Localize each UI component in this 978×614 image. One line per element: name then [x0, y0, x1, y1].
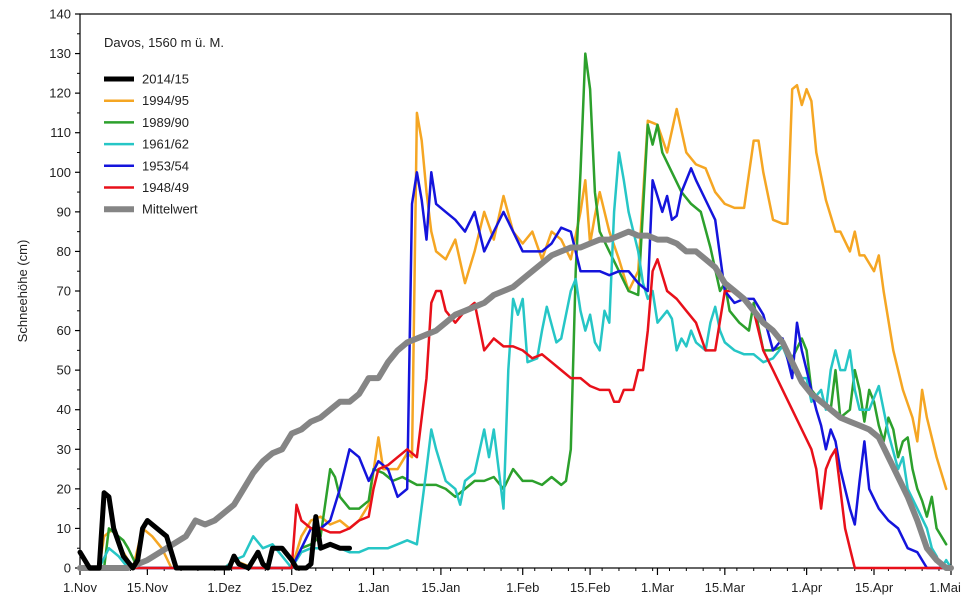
series-line-1994-95 [78, 83, 948, 570]
x-tick-label: 1.Feb [506, 580, 539, 595]
x-tick-label: 1.Dez [207, 580, 241, 595]
legend-label: 1989/90 [142, 115, 189, 130]
x-axis: 1.Nov 15.Nov 1.Dez 15.Dez 1.Jan 15.Jan 1.Feb 15… [63, 568, 961, 595]
x-tick-label: 1.Mar [641, 580, 675, 595]
series-line-2014-15 [77, 490, 352, 571]
series-line-1948-49 [78, 258, 953, 570]
y-tick-label: 110 [50, 125, 71, 140]
legend-label: 1961/62 [142, 137, 189, 152]
x-tick-label: 15.Nov [127, 580, 169, 595]
y-tick-label: 10 [57, 521, 71, 536]
y-tick-label: 60 [57, 323, 71, 338]
legend-label: 2014/15 [142, 72, 189, 87]
x-tick-label: 15.Feb [570, 580, 610, 595]
y-tick-label: 30 [57, 442, 71, 457]
y-tick-label: 90 [57, 204, 71, 219]
legend-label: Mittelwert [142, 202, 198, 217]
x-tick-label: 15.Mar [705, 580, 746, 595]
y-tick-label: 140 [49, 7, 71, 22]
y-axis-label: Schneehöhe (cm) [15, 240, 30, 343]
y-tick-label: 0 [64, 561, 71, 576]
series-line-1989-90 [78, 52, 948, 570]
x-tick-label: 15.Jan [421, 580, 460, 595]
x-tick-label: 1.Jan [358, 580, 390, 595]
series-line-mittelwert [77, 228, 954, 571]
y-tick-label: 120 [49, 86, 71, 101]
series-line-1961-62 [78, 151, 953, 570]
y-tick-label: 100 [49, 165, 71, 180]
y-axis: 0 10 20 30 40 50 60 70 80 90 100 110 120 130 140 [49, 7, 80, 576]
x-tick-label: 15.Dez [271, 580, 312, 595]
legend-label: 1994/95 [142, 93, 189, 108]
x-tick-label: 1.Nov [63, 580, 97, 595]
x-tick-label: 1.Mai [929, 580, 961, 595]
x-tick-label: 15.Apr [855, 580, 894, 595]
y-tick-label: 80 [57, 244, 71, 259]
y-tick-label: 130 [49, 46, 71, 61]
y-tick-label: 40 [57, 402, 71, 417]
y-tick-label: 50 [57, 363, 71, 378]
legend: 2014/15 1994/95 1989/90 1961/62 1953/54 1948/… [104, 72, 198, 217]
x-tick-label: 1.Apr [791, 580, 823, 595]
legend-label: 1948/49 [142, 180, 189, 195]
series-layer [77, 52, 954, 571]
chart-title: Davos, 1560 m ü. M. [104, 35, 224, 50]
plot-frame [79, 13, 952, 569]
y-tick-label: 20 [57, 481, 71, 496]
legend-label: 1953/54 [142, 158, 189, 173]
y-tick-label: 70 [57, 284, 71, 299]
